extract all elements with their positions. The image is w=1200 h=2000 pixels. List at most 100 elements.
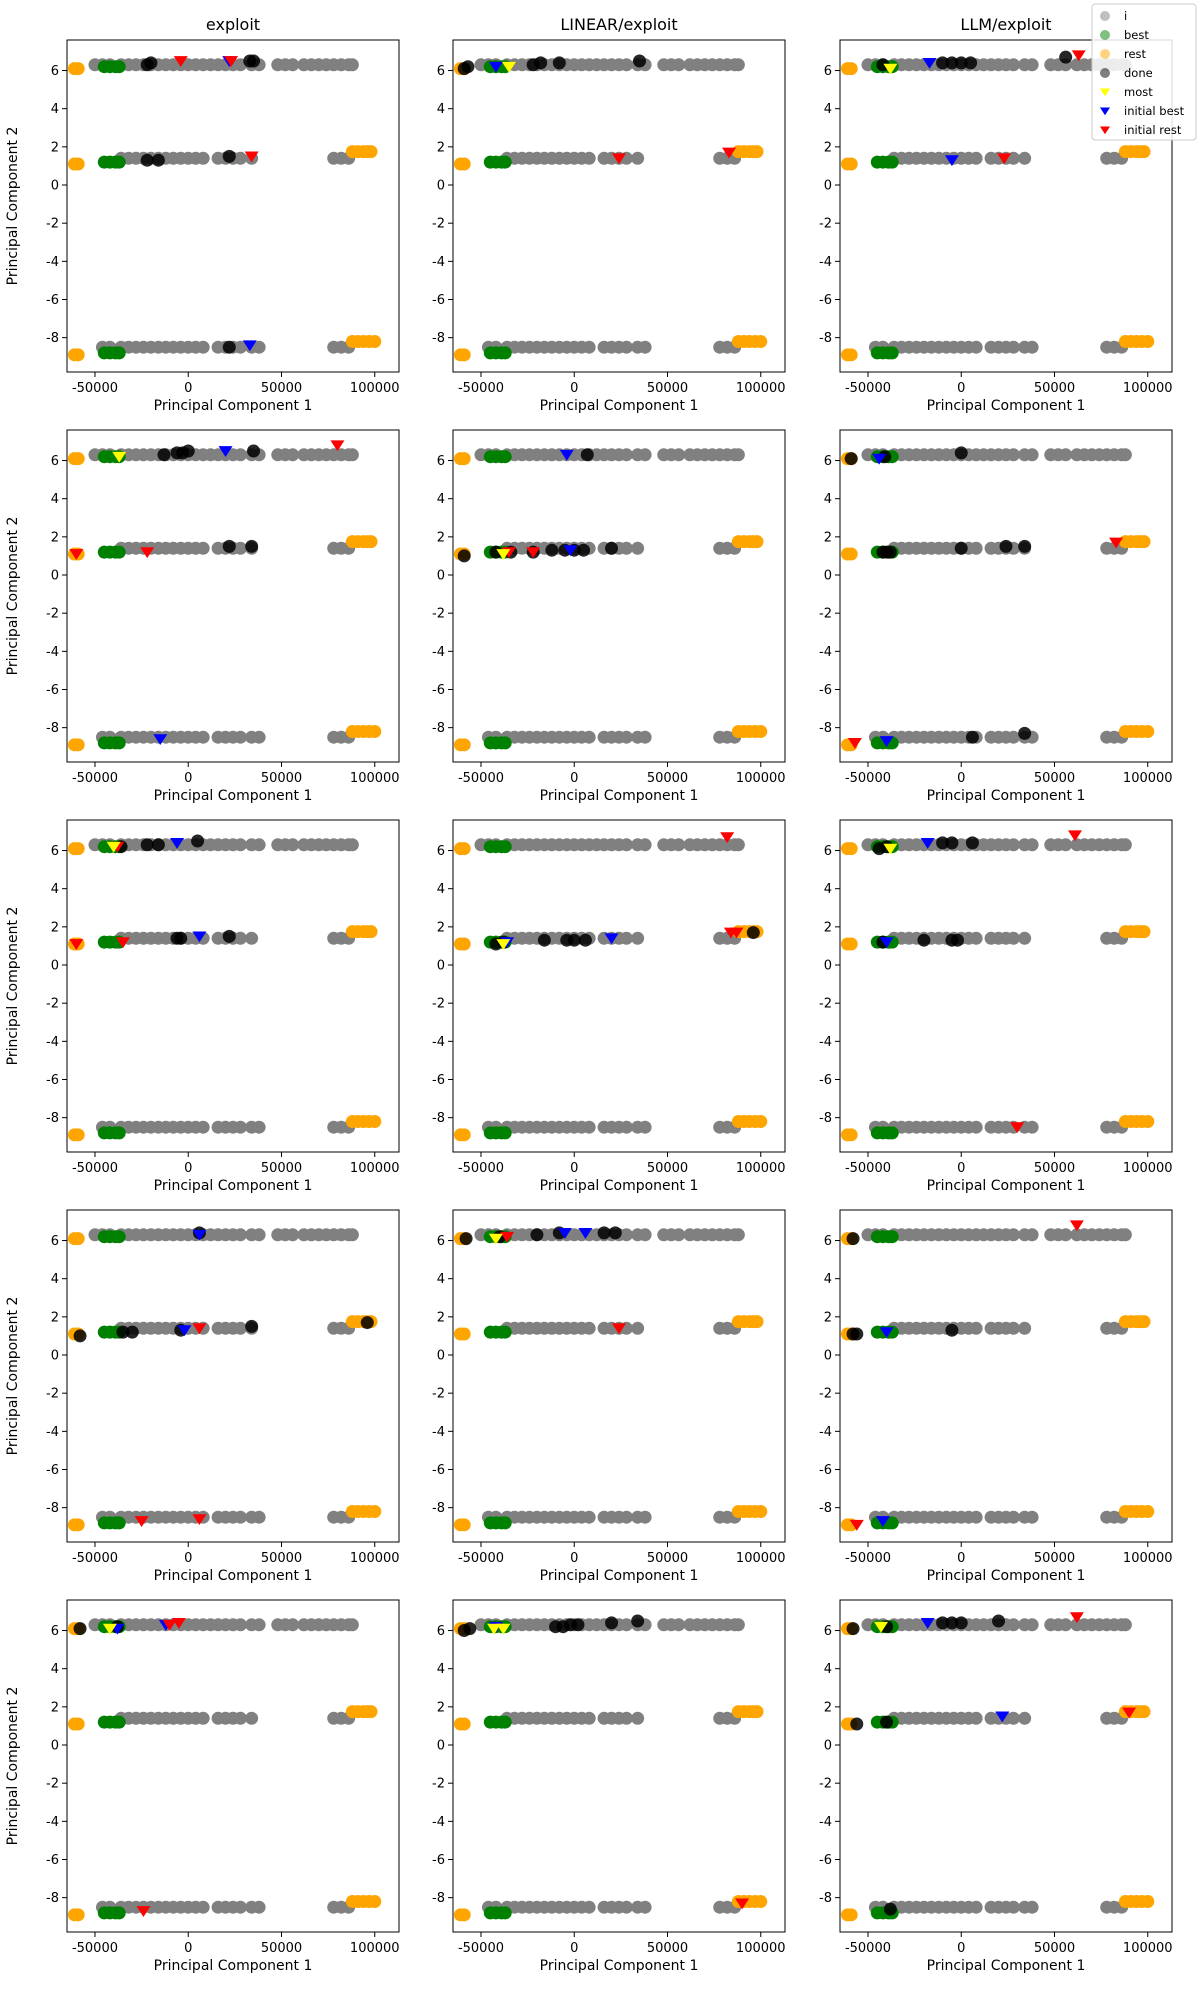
best-point xyxy=(498,1516,512,1530)
x-axis-label: Principal Component 1 xyxy=(540,1958,699,1974)
axes-frame xyxy=(452,1599,786,1933)
i-point xyxy=(638,730,652,744)
i-point xyxy=(286,1228,300,1242)
y-tick-label: -6 xyxy=(819,293,832,308)
initial-best-marker xyxy=(153,734,168,746)
y-tick-label: -8 xyxy=(46,1501,59,1516)
y-tick-label: -8 xyxy=(819,1501,832,1516)
subplot-r4-c0: -50000 0 50000 100000 -8 -6 -4 -2 0 2 4 6 Principal … xyxy=(5,1599,400,1974)
i-point xyxy=(196,1711,210,1725)
i-point xyxy=(286,1618,300,1632)
rest-point xyxy=(71,157,85,171)
x-axis-label: Principal Component 1 xyxy=(540,1568,699,1584)
rest-point xyxy=(457,452,471,466)
y-tick-label: -6 xyxy=(46,683,59,698)
x-tick-label: -50000 xyxy=(72,771,118,786)
rest-point xyxy=(1141,1894,1155,1908)
done-point xyxy=(876,58,890,72)
x-tick-label: 0 xyxy=(957,381,965,396)
x-axis-label: Principal Component 1 xyxy=(927,398,1086,414)
i-point xyxy=(233,1618,247,1632)
rest-point xyxy=(364,1705,378,1719)
legend-marker-initial-rest xyxy=(1100,126,1110,135)
subplot-r0-c0: -50000 0 50000 100000 -8 -6 -4 -2 0 2 4 6 Principal … xyxy=(5,15,400,414)
i-point xyxy=(969,340,983,354)
x-axis-label: Principal Component 1 xyxy=(927,788,1086,804)
i-point xyxy=(731,448,745,462)
i-point xyxy=(286,448,300,462)
y-tick-label: -2 xyxy=(819,607,832,622)
y-tick-label: 0 xyxy=(824,179,832,194)
rest-point xyxy=(750,1705,764,1719)
rest-point xyxy=(364,925,378,939)
i-point xyxy=(252,340,266,354)
y-tick-label: 2 xyxy=(437,1310,445,1325)
i-point xyxy=(1025,58,1039,72)
y-tick-label: -4 xyxy=(432,645,445,660)
axes-frame xyxy=(452,39,786,373)
y-tick-label: -2 xyxy=(46,1777,59,1792)
axes-frame xyxy=(66,39,400,373)
rest-point xyxy=(71,842,85,856)
y-tick-label: -4 xyxy=(46,1425,59,1440)
axes-frame xyxy=(452,429,786,763)
initial-rest-marker xyxy=(500,1231,515,1243)
i-point xyxy=(731,1618,745,1632)
i-point xyxy=(582,1900,596,1914)
done-point xyxy=(945,836,959,850)
x-tick-label: 0 xyxy=(570,1551,578,1566)
i-point xyxy=(345,838,359,852)
done-point xyxy=(954,541,968,555)
y-tick-label: -4 xyxy=(432,255,445,270)
y-tick-label: -4 xyxy=(819,645,832,660)
y-tick-label: -8 xyxy=(46,721,59,736)
i-point xyxy=(582,340,596,354)
initial-rest-marker xyxy=(140,547,155,559)
y-tick-label: 4 xyxy=(51,1272,59,1287)
x-tick-label: 100000 xyxy=(736,381,786,396)
most-marker xyxy=(112,451,127,463)
i-point xyxy=(1025,1120,1039,1134)
initial-rest-marker xyxy=(330,440,345,452)
done-point xyxy=(965,836,979,850)
x-tick-label: -50000 xyxy=(845,771,891,786)
i-point xyxy=(731,1228,745,1242)
done-point xyxy=(608,1226,622,1240)
x-tick-label: 50000 xyxy=(261,1941,302,1956)
y-tick-label: -6 xyxy=(46,293,59,308)
y-tick-label: -4 xyxy=(819,1815,832,1830)
done-point xyxy=(191,834,205,848)
x-tick-label: 100000 xyxy=(1123,1161,1173,1176)
x-tick-label: 0 xyxy=(957,1551,965,1566)
x-tick-label: 100000 xyxy=(350,381,400,396)
rest-point xyxy=(71,1518,85,1532)
y-tick-label: -4 xyxy=(46,1815,59,1830)
rest-point xyxy=(1141,334,1155,348)
done-point xyxy=(247,444,261,458)
x-tick-label: 50000 xyxy=(1034,1161,1075,1176)
y-tick-label: -4 xyxy=(819,255,832,270)
i-point xyxy=(638,448,652,462)
done-point xyxy=(945,1616,959,1630)
y-tick-label: 4 xyxy=(437,1272,445,1287)
i-point xyxy=(638,1120,652,1134)
i-point xyxy=(233,730,247,744)
y-tick-label: -2 xyxy=(819,997,832,1012)
i-point xyxy=(233,151,247,165)
y-tick-label: 0 xyxy=(51,1349,59,1364)
y-tick-label: 4 xyxy=(824,1662,832,1677)
x-tick-label: 100000 xyxy=(736,771,786,786)
x-axis-label: Principal Component 1 xyxy=(540,788,699,804)
i-point xyxy=(969,1120,983,1134)
i-point xyxy=(619,1510,633,1524)
best-point xyxy=(112,1230,126,1244)
i-point xyxy=(619,730,633,744)
i-point xyxy=(1018,931,1032,945)
y-tick-label: -6 xyxy=(432,293,445,308)
rest-point xyxy=(71,1908,85,1922)
done-point xyxy=(571,1618,585,1632)
done-point xyxy=(222,929,236,943)
axes-frame xyxy=(66,819,400,1153)
initial-best-marker xyxy=(922,57,937,69)
i-point xyxy=(638,1510,652,1524)
